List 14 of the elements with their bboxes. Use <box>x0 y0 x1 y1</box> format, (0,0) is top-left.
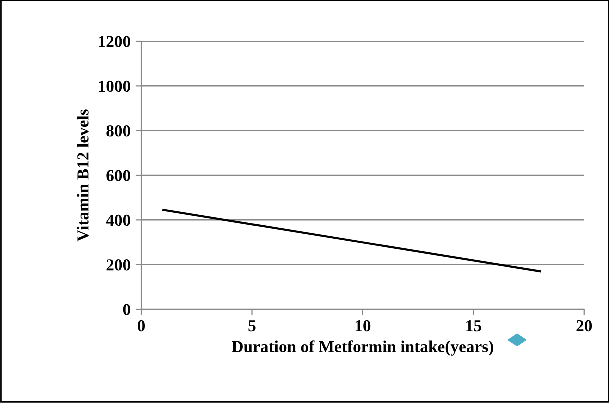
x-tick-label: 0 <box>138 320 146 332</box>
y-tick-label: 800 <box>106 126 130 137</box>
y-tick-label: 1200 <box>99 36 130 48</box>
y-tick-label: 1000 <box>99 80 130 92</box>
x-axis-title: Duration of Metformin intake(years) <box>232 340 494 356</box>
x-tick-label: 5 <box>248 320 256 332</box>
x-tick-label: 20 <box>576 320 592 332</box>
y-tick-label: 0 <box>123 304 130 316</box>
x-tick-label: 10 <box>356 320 371 332</box>
y-tick-label: 600 <box>106 170 130 182</box>
y-tick-label: 400 <box>106 214 130 226</box>
x-tick-label: 15 <box>466 320 482 332</box>
y-axis-title: Vitamin B12 levels <box>77 110 89 242</box>
y-tick-label: 200 <box>106 260 130 271</box>
